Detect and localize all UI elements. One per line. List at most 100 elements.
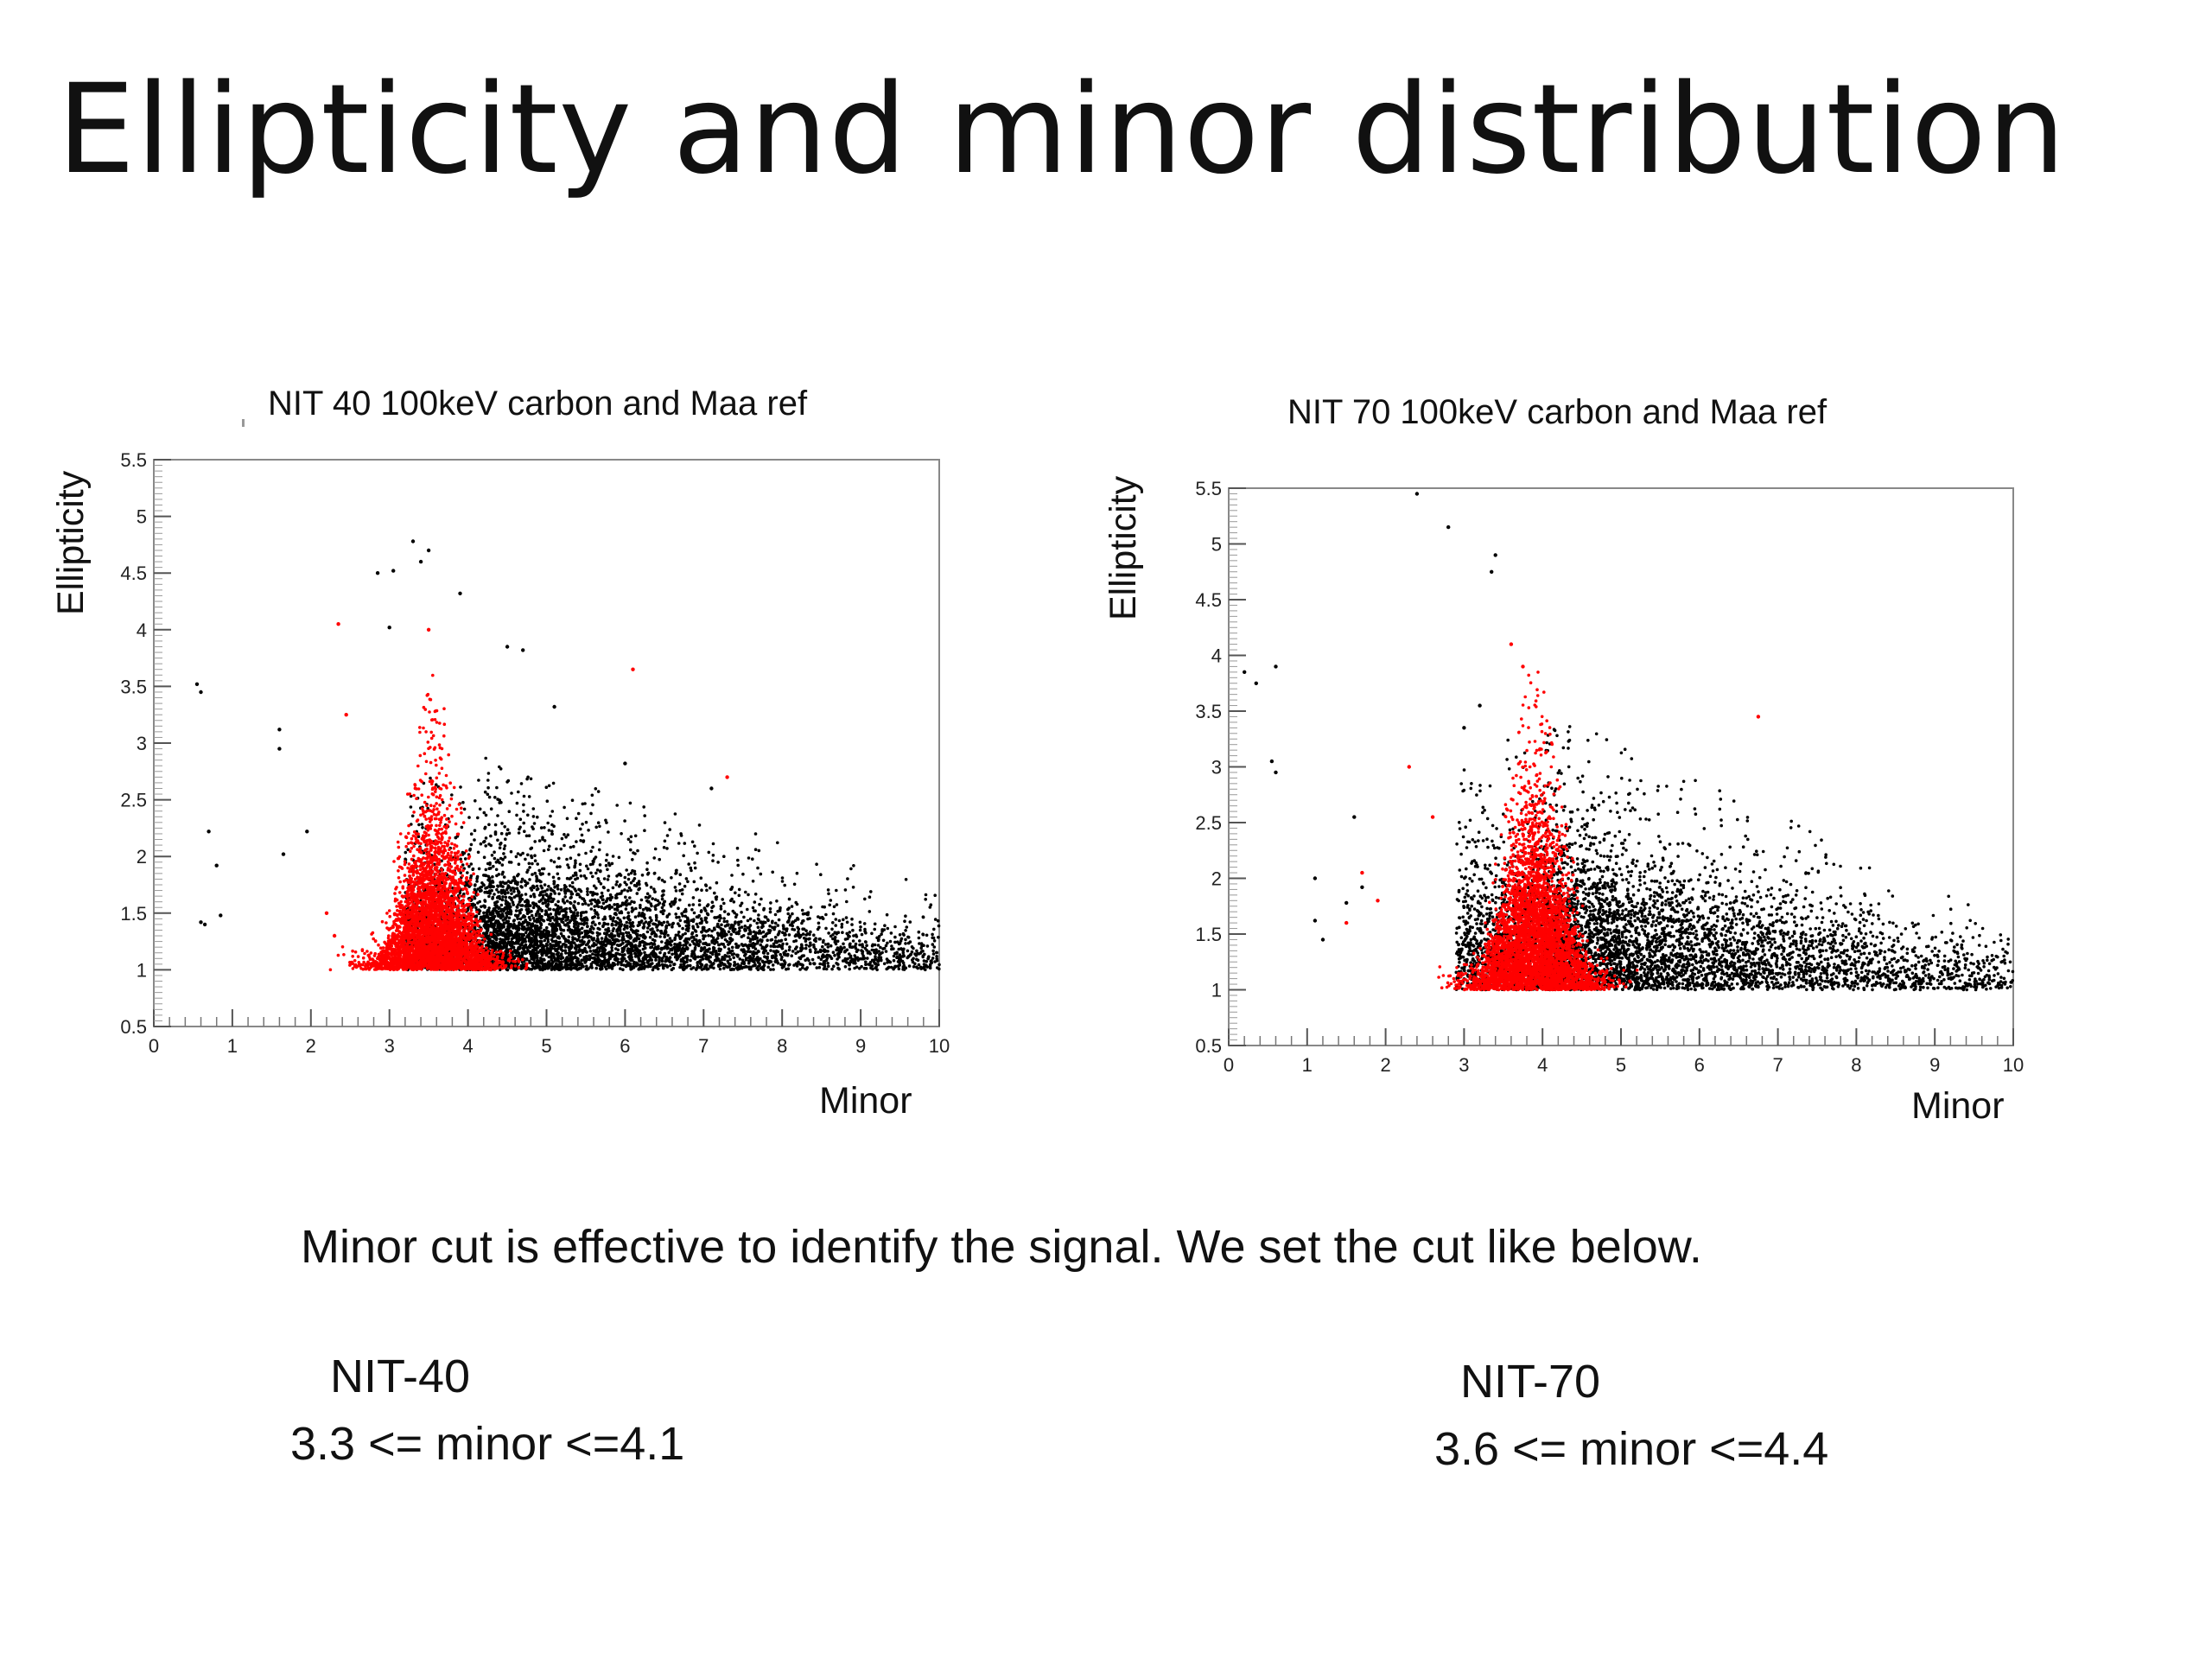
scatter-point [823, 943, 828, 946]
scatter-point [741, 872, 745, 876]
scatter-point [561, 899, 565, 903]
scatter-point [654, 958, 658, 962]
scatter-point [546, 948, 550, 952]
scatter-point [492, 885, 495, 888]
scatter-point [576, 950, 580, 954]
scatter-point [594, 943, 598, 947]
scatter-point [747, 893, 750, 897]
scatter-point [908, 953, 912, 957]
scatter-point [837, 918, 842, 923]
scatter-point [639, 906, 642, 910]
scatter-point [525, 912, 530, 915]
scatter-point [605, 821, 608, 824]
scatter-point [865, 944, 868, 947]
scatter-point [517, 947, 520, 950]
scatter-point [876, 963, 880, 967]
scatter-point [833, 938, 837, 942]
scatter-point [483, 790, 487, 794]
scatter-point [535, 960, 539, 964]
scatter-point [515, 801, 519, 805]
scatter-point [604, 818, 607, 823]
scatter-point [705, 912, 709, 916]
scatter-point [474, 883, 477, 887]
scatter-point [730, 953, 734, 957]
scatter-point [938, 963, 941, 967]
scatter-point [802, 936, 806, 940]
scatter-point [682, 968, 685, 971]
scatter-point [553, 892, 557, 895]
x-tick-label: 3 [385, 1035, 395, 1057]
scatter-point [919, 946, 923, 950]
scatter-point [477, 779, 480, 782]
scatter-point [864, 960, 868, 964]
scatter-point [493, 796, 497, 799]
scatter-point [850, 917, 854, 921]
scatter-point [469, 832, 474, 836]
scatter-point [808, 962, 812, 965]
scatter-point [649, 956, 652, 959]
scatter-point [762, 946, 766, 950]
scatter-point [601, 901, 606, 906]
scatter-point [518, 932, 521, 936]
scatter-point [535, 884, 539, 888]
scatter-point [591, 874, 594, 879]
scatter-point [796, 925, 799, 930]
scatter-point [535, 887, 539, 892]
scatter-point [633, 951, 637, 956]
scatter-point [840, 922, 844, 926]
scatter-point [625, 959, 628, 963]
y-tick-label: 2.5 [120, 790, 147, 811]
scatter-point [893, 965, 897, 969]
scatter-point [901, 955, 905, 958]
scatter-point [702, 937, 705, 941]
scatter-point [904, 929, 907, 932]
scatter-point [722, 966, 726, 970]
scatter-point [641, 947, 645, 951]
scatter-point [571, 885, 575, 889]
scatter-point [542, 849, 546, 853]
scatter-point [550, 830, 554, 833]
scatter-point [806, 917, 810, 921]
scatter-point [816, 927, 820, 931]
scatter-point [711, 859, 715, 862]
scatter-point [929, 959, 933, 963]
scatter-point [696, 955, 700, 959]
scatter-point [538, 939, 542, 944]
scatter-point [603, 965, 607, 969]
scatter-point [803, 912, 806, 916]
scatter-point [705, 904, 709, 908]
scatter-point [892, 954, 896, 958]
scatter-point [502, 852, 505, 855]
scatter-point [527, 861, 531, 866]
scatter-point [517, 862, 521, 866]
scatter-point [409, 805, 413, 809]
scatter-point [801, 932, 805, 936]
scatter-point [753, 950, 757, 955]
scatter-point [932, 939, 937, 943]
scatter-point [567, 866, 571, 869]
scatter-point [517, 790, 520, 794]
scatter-point [834, 918, 838, 921]
scatter-point [486, 878, 490, 882]
scatter-point [698, 921, 702, 925]
scatter-point [690, 950, 695, 953]
scatter-point [564, 939, 568, 943]
scatter-point [653, 847, 658, 851]
scatter-point [482, 874, 486, 877]
scatter-point [586, 925, 589, 929]
scatter-point [833, 953, 836, 957]
scatter-point [690, 967, 693, 970]
scatter-point [564, 836, 568, 839]
scatter-point [616, 929, 620, 932]
scatter-point [711, 936, 715, 940]
scatter-point [747, 967, 752, 971]
scatter-point [588, 957, 592, 962]
scatter-point [860, 932, 864, 937]
scatter-point [848, 931, 852, 934]
scatter-point [863, 946, 868, 950]
scatter-point [607, 861, 611, 865]
scatter-point [673, 886, 677, 889]
scatter-point [751, 857, 754, 861]
scatter-point [935, 966, 939, 969]
scatter-point [565, 956, 569, 959]
